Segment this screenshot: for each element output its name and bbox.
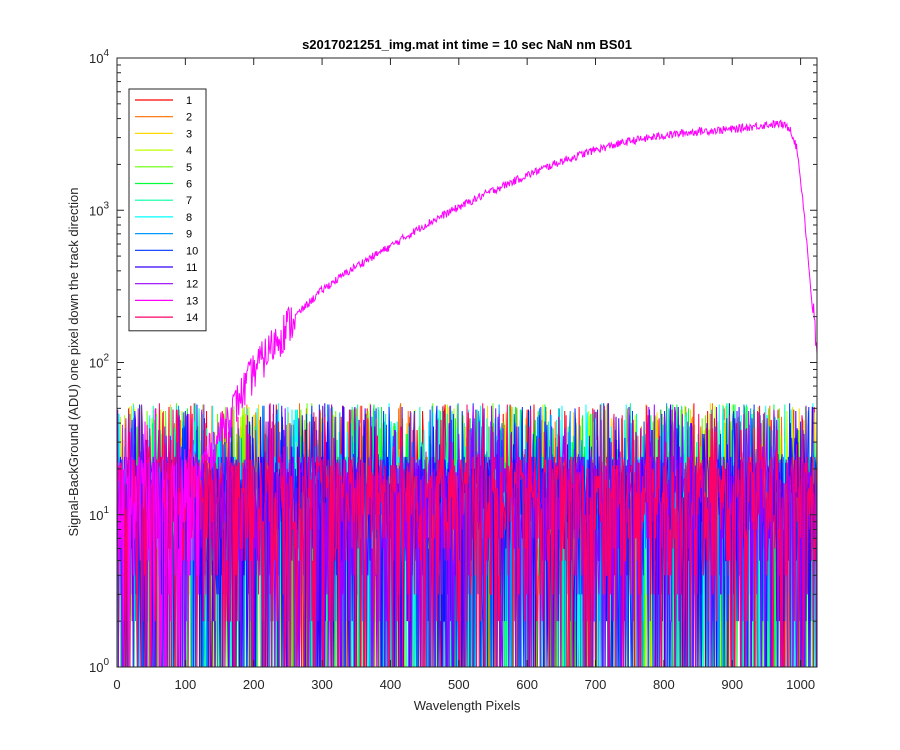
x-tick-label: 0 xyxy=(113,677,120,692)
x-tick-label: 500 xyxy=(448,677,470,692)
y-axis-label: Signal-BackGround (ADU) one pixel down t… xyxy=(66,187,81,536)
y-tick-label: 101 xyxy=(89,505,109,523)
x-axis: 0 100 200 300 400 500 600 700 800 900 1000 xyxy=(113,58,815,692)
y-tick-label: 103 xyxy=(89,200,109,218)
series-layer xyxy=(117,119,817,667)
x-tick-label: 300 xyxy=(311,677,333,692)
legend-label-8: 8 xyxy=(186,212,192,224)
x-tick-label: 200 xyxy=(243,677,265,692)
legend-label-9: 9 xyxy=(186,229,192,241)
legend-label-13: 13 xyxy=(186,295,198,307)
legend-label-4: 4 xyxy=(186,145,192,157)
legend-label-1: 1 xyxy=(186,95,192,107)
legend-label-11: 11 xyxy=(186,262,197,274)
x-tick-label: 900 xyxy=(721,677,743,692)
legend-label-2: 2 xyxy=(186,112,192,124)
x-tick-label: 700 xyxy=(585,677,607,692)
x-tick-label: 800 xyxy=(653,677,675,692)
chart-title: s2017021251_img.mat int time = 10 sec Na… xyxy=(302,37,632,52)
x-tick-label: 600 xyxy=(516,677,538,692)
legend-label-7: 7 xyxy=(186,195,192,207)
legend-box xyxy=(128,88,207,332)
legend-label-6: 6 xyxy=(186,179,192,191)
legend-label-3: 3 xyxy=(186,128,192,140)
legend-label-10: 10 xyxy=(186,245,198,257)
legend-label-14: 14 xyxy=(186,312,198,324)
series-line-14 xyxy=(117,403,817,667)
y-tick-label: 102 xyxy=(89,353,109,371)
series-line-13 xyxy=(117,119,817,667)
x-axis-label: Wavelength Pixels xyxy=(414,698,521,713)
x-tick-label: 1000 xyxy=(786,677,815,692)
legend-label-5: 5 xyxy=(186,162,192,174)
y-tick-label: 104 xyxy=(89,48,109,66)
x-tick-label: 400 xyxy=(380,677,402,692)
y-tick-label: 100 xyxy=(89,657,109,675)
legend-label-12: 12 xyxy=(186,279,198,291)
x-tick-label: 100 xyxy=(175,677,197,692)
